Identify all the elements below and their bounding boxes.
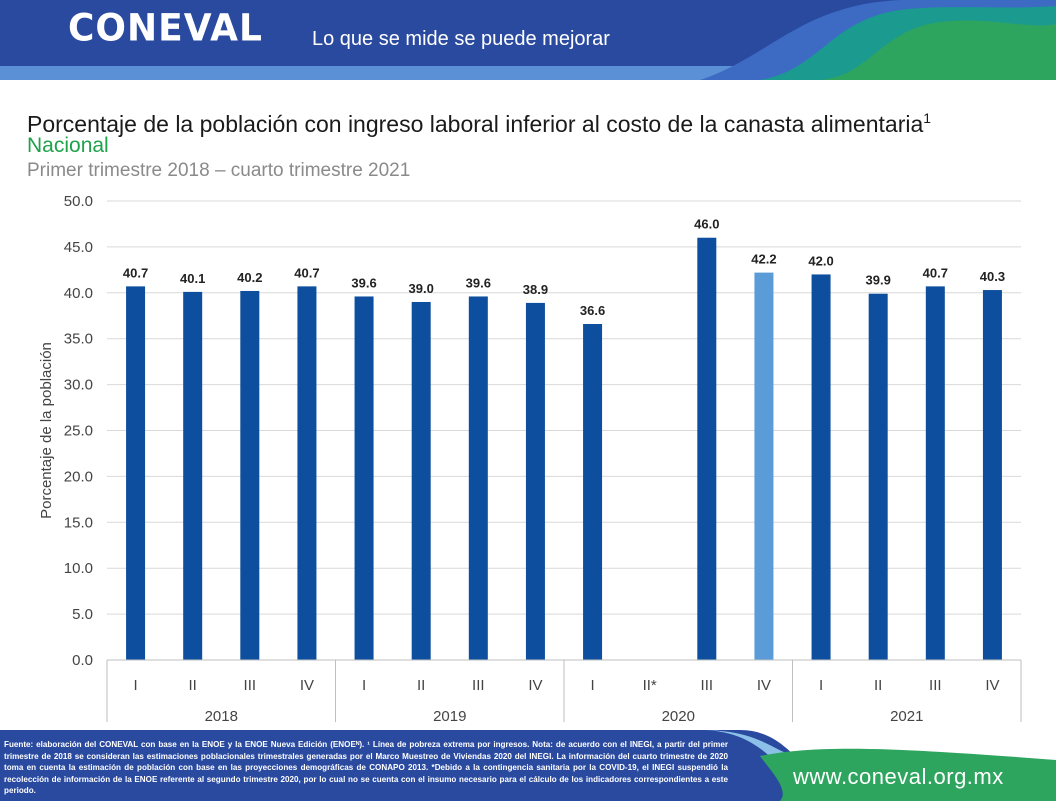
y-tick-label: 20.0: [64, 468, 93, 485]
bar: [868, 293, 888, 660]
bar: [240, 290, 260, 660]
year-label: 2020: [662, 708, 695, 725]
x-tick-label: II: [874, 677, 882, 694]
x-tick-label: IV: [757, 677, 771, 694]
y-tick-label: 0.0: [72, 652, 93, 669]
x-tick-label: II: [189, 677, 197, 694]
chart-period: Primer trimestre 2018 – cuarto trimestre…: [27, 160, 411, 181]
header-banner: CONEVAL Lo que se mide se puede mejorar: [0, 0, 1056, 95]
data-label: 46.0: [694, 217, 719, 232]
x-tick-label: III: [929, 677, 942, 694]
x-tick-label: III: [701, 677, 714, 694]
data-label: 42.0: [808, 253, 833, 268]
data-label: 40.7: [294, 265, 319, 280]
y-tick-label: 25.0: [64, 423, 93, 440]
source-note: Fuente: elaboración del CONEVAL con base…: [4, 740, 728, 796]
bar: [583, 324, 603, 660]
footer-banner: Fuente: elaboración del CONEVAL con base…: [0, 730, 1056, 801]
bar: [183, 291, 203, 660]
bar: [297, 286, 317, 660]
bar: [982, 290, 1002, 660]
bar: [411, 301, 431, 660]
bar-chart: 0.0 5.0 10.0 15.0 20.0 25.0 30.0 35.0 40.0 45.0 50…: [38, 193, 1022, 725]
header-background: [0, 0, 1056, 95]
x-tick-label: I: [362, 677, 366, 694]
bar: [525, 302, 545, 660]
website-link[interactable]: www.coneval.org.mx: [793, 764, 1004, 789]
data-label: 40.7: [923, 265, 948, 280]
bar: [468, 296, 488, 660]
x-tick-label: I: [133, 677, 137, 694]
bar: [354, 296, 374, 660]
data-label: 40.3: [980, 269, 1005, 284]
x-tick-label: II*: [643, 677, 657, 694]
y-tick-label: 10.0: [64, 560, 93, 577]
bar: [754, 272, 774, 660]
footer-background: [0, 730, 1056, 801]
year-label: 2018: [205, 708, 238, 725]
header-tagline: Lo que se mide se puede mejorar: [312, 28, 610, 50]
coneval-logo: CONEVAL: [68, 6, 263, 51]
data-label: 40.1: [180, 271, 205, 286]
chart-title-text: Porcentaje de la población con ingreso l…: [27, 111, 924, 137]
bar: [126, 286, 146, 660]
chart-subtitle: Nacional: [27, 134, 109, 157]
year-label: 2021: [890, 708, 923, 725]
y-tick-label: 35.0: [64, 331, 93, 348]
data-label: 39.6: [466, 275, 491, 290]
data-label: 39.9: [866, 273, 891, 288]
x-tick-label: III: [472, 677, 485, 694]
data-label: 40.7: [123, 265, 148, 280]
x-tick-label: II: [417, 677, 425, 694]
x-tick-label: I: [819, 677, 823, 694]
year-label: 2019: [433, 708, 466, 725]
bar: [697, 237, 717, 660]
data-label: 39.0: [409, 281, 434, 296]
bar: [811, 274, 831, 660]
y-tick-label: 5.0: [72, 606, 93, 623]
x-tick-label: IV: [985, 677, 999, 694]
y-tick-label: 50.0: [64, 193, 93, 210]
y-tick-label: 45.0: [64, 239, 93, 256]
x-tick-label: IV: [300, 677, 314, 694]
x-tick-label: I: [590, 677, 594, 694]
data-label: 36.6: [580, 303, 605, 318]
data-label: 39.6: [351, 275, 376, 290]
data-label: 42.2: [751, 252, 776, 267]
y-tick-label: 15.0: [64, 514, 93, 531]
data-label: 40.2: [237, 270, 262, 285]
data-label: 38.9: [523, 282, 548, 297]
bar: [925, 286, 945, 660]
title-footnote-mark: 1: [923, 110, 932, 126]
chart-title: Porcentaje de la población con ingreso l…: [27, 110, 931, 138]
x-tick-label: III: [244, 677, 257, 694]
y-tick-label: 30.0: [64, 377, 93, 394]
x-tick-label: IV: [528, 677, 542, 694]
y-axis-label: Porcentaje de la población: [38, 342, 55, 519]
y-tick-label: 40.0: [64, 285, 93, 302]
